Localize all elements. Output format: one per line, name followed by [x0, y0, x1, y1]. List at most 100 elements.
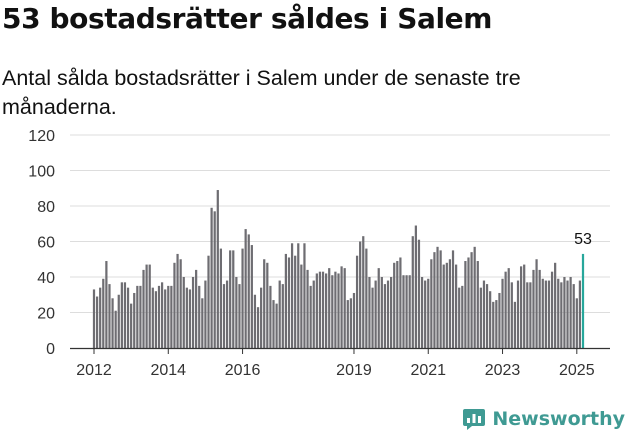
y-tick-label: 80 — [37, 199, 55, 216]
bar — [510, 282, 513, 348]
bar — [244, 229, 247, 348]
bar — [269, 285, 272, 348]
bar — [408, 275, 411, 348]
y-tick-label: 60 — [37, 235, 55, 252]
bar — [578, 280, 582, 348]
bar — [219, 248, 223, 348]
bar — [442, 264, 445, 348]
bar — [136, 285, 139, 348]
bar — [133, 292, 136, 348]
bar — [538, 269, 541, 348]
y-tick-label: 120 — [28, 128, 55, 145]
bar — [513, 301, 517, 348]
page-title: 53 bostadsrätter såldes i Salem — [2, 2, 493, 35]
bar — [393, 262, 396, 348]
bar — [294, 255, 297, 348]
data-labels: 53 — [574, 231, 592, 248]
bar — [541, 278, 544, 348]
bar — [318, 271, 322, 348]
bar — [120, 282, 123, 348]
bar — [476, 261, 479, 348]
bar — [272, 300, 275, 348]
bar — [306, 269, 309, 348]
bar — [92, 289, 96, 348]
bar — [439, 250, 442, 348]
y-tick-label: 0 — [46, 341, 55, 358]
bar — [343, 268, 346, 348]
bar — [569, 277, 572, 348]
bar — [290, 243, 294, 348]
bar — [464, 261, 467, 348]
bar — [256, 307, 260, 348]
bar — [173, 262, 176, 348]
bar — [195, 269, 198, 348]
bars — [92, 190, 585, 348]
bar — [352, 292, 356, 348]
bar — [458, 287, 461, 348]
bar — [402, 275, 405, 348]
y-tick-label: 100 — [28, 164, 55, 181]
bar — [204, 280, 207, 348]
x-axis-ticks: 2012 2014 2016 2019 2021 2023 2025 — [76, 348, 595, 379]
bar — [179, 259, 182, 348]
bar — [182, 277, 185, 348]
bar — [164, 289, 167, 348]
bar — [529, 282, 532, 348]
bar — [210, 207, 213, 348]
grid-lines — [70, 134, 610, 313]
bar — [430, 259, 433, 348]
bar — [297, 243, 300, 348]
bar — [222, 284, 226, 348]
bar — [554, 262, 557, 348]
bar — [461, 285, 464, 348]
bar — [235, 277, 238, 348]
newsworthy-logo-icon — [463, 409, 486, 430]
bar — [145, 264, 148, 348]
bar — [309, 285, 312, 348]
bar — [232, 250, 235, 348]
bar — [523, 264, 526, 348]
bar — [498, 292, 501, 348]
bar — [300, 264, 303, 348]
bar — [557, 278, 560, 348]
bar — [188, 289, 192, 348]
bar — [328, 268, 331, 348]
bar — [501, 278, 504, 348]
bar — [238, 284, 241, 348]
brand-logo: Newsworthy — [462, 405, 625, 433]
bar — [157, 285, 161, 348]
bar — [544, 280, 547, 348]
bar — [507, 268, 510, 348]
bar — [123, 282, 127, 348]
bar — [516, 280, 520, 348]
bar — [414, 225, 417, 348]
bar — [396, 261, 399, 348]
bar — [114, 310, 117, 348]
bar — [99, 287, 102, 348]
bar — [489, 291, 492, 348]
bar — [492, 301, 495, 348]
bar — [417, 239, 421, 348]
bar — [216, 190, 219, 348]
chart-subtitle: Antal sålda bostadsrätter i Salem under … — [2, 66, 521, 119]
x-tick-label: 2021 — [410, 362, 446, 379]
bar — [448, 259, 452, 348]
bar — [424, 280, 427, 348]
bar — [191, 277, 195, 348]
bar — [495, 300, 498, 348]
y-tick-label: 40 — [37, 270, 55, 287]
bar — [160, 282, 164, 348]
bar — [550, 271, 554, 348]
bar — [263, 259, 266, 348]
bar — [547, 280, 551, 348]
bar — [139, 285, 142, 348]
bar — [371, 287, 374, 348]
bar — [572, 284, 575, 348]
bar — [95, 296, 99, 348]
bar — [359, 241, 362, 348]
bar — [454, 264, 458, 348]
bar — [201, 298, 204, 348]
bar — [102, 278, 105, 348]
bar — [312, 280, 315, 348]
x-tick-label: 2025 — [559, 362, 595, 379]
